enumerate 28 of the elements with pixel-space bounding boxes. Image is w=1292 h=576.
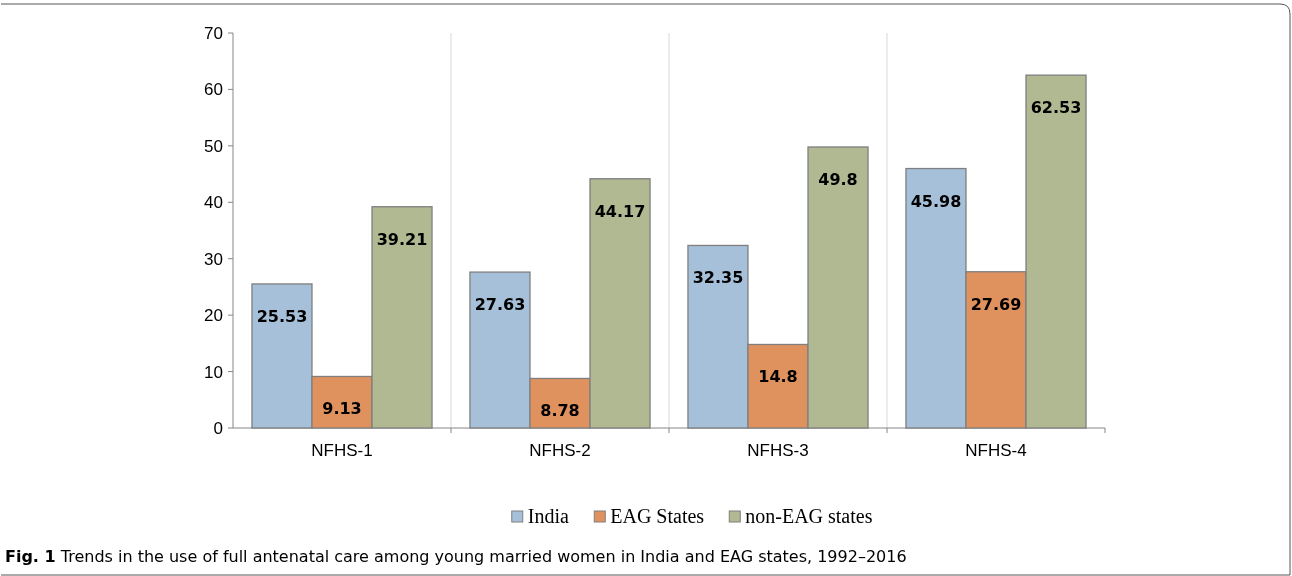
legend-label: EAG States bbox=[610, 505, 705, 527]
data-label: 44.17 bbox=[594, 201, 646, 221]
data-label: 32.35 bbox=[692, 268, 744, 288]
y-tick-label: 60 bbox=[204, 80, 223, 100]
data-label: 25.53 bbox=[256, 306, 308, 326]
data-label: 8.78 bbox=[540, 401, 580, 421]
data-label: 14.8 bbox=[758, 367, 798, 387]
x-tick-label: NFHS-2 bbox=[529, 441, 591, 460]
x-tick-label: NFHS-3 bbox=[747, 441, 809, 460]
data-label: 27.63 bbox=[474, 295, 526, 315]
text: Fig. 1 Trends in the use of full antenatal care among young married women in India and EAG states, 1992–2016 bbox=[5, 547, 907, 566]
data-label: 9.13 bbox=[322, 399, 362, 419]
y-tick-label: 70 bbox=[204, 23, 223, 43]
data-label: 39.21 bbox=[376, 229, 428, 249]
data-label: 62.53 bbox=[1030, 98, 1082, 118]
legend-label: non-EAG states bbox=[745, 505, 873, 527]
y-tick-label: 20 bbox=[204, 306, 223, 326]
data-label: 27.69 bbox=[970, 294, 1022, 314]
x-tick-label: NFHS-4 bbox=[965, 441, 1027, 460]
x-tick-label: NFHS-1 bbox=[311, 441, 373, 460]
y-tick-label: 0 bbox=[213, 418, 223, 438]
y-tick-label: 40 bbox=[204, 193, 223, 213]
data-label: 45.98 bbox=[910, 191, 962, 211]
legend-label: India bbox=[527, 505, 569, 527]
y-tick-label: 50 bbox=[204, 136, 223, 156]
y-tick-label: 10 bbox=[204, 362, 223, 382]
y-tick-label: 30 bbox=[204, 249, 223, 269]
data-label: 49.8 bbox=[818, 169, 858, 189]
